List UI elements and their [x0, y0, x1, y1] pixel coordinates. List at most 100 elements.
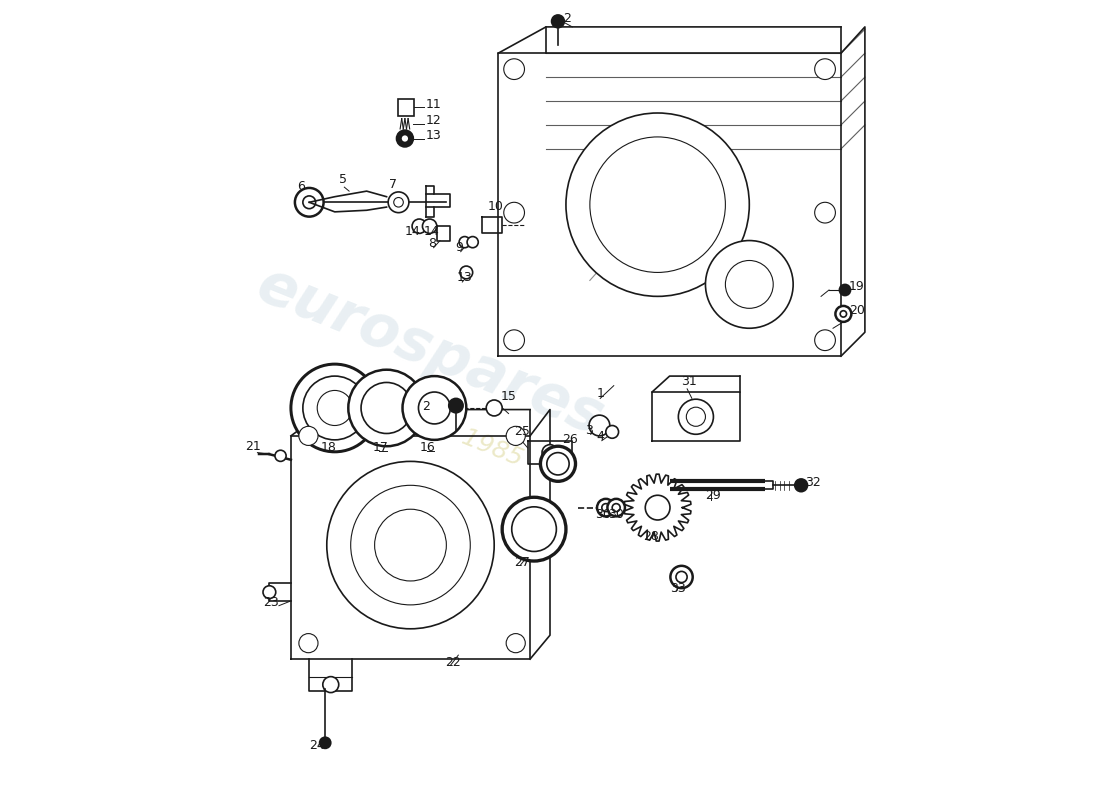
Circle shape	[412, 219, 427, 234]
Circle shape	[295, 188, 323, 217]
Text: 5: 5	[339, 174, 346, 186]
Text: 15: 15	[500, 390, 516, 403]
Circle shape	[725, 261, 773, 308]
Text: 1: 1	[596, 387, 604, 400]
Circle shape	[322, 677, 339, 693]
Text: 31: 31	[682, 375, 697, 388]
Text: 14: 14	[405, 225, 420, 238]
Circle shape	[394, 198, 404, 207]
Circle shape	[646, 495, 670, 520]
Circle shape	[590, 415, 609, 436]
Text: 12: 12	[426, 114, 441, 127]
Circle shape	[459, 237, 471, 248]
Circle shape	[815, 202, 835, 223]
Text: 22: 22	[444, 657, 461, 670]
Text: 17: 17	[372, 442, 388, 454]
Circle shape	[547, 453, 569, 475]
Text: 28: 28	[644, 530, 659, 543]
Text: 26: 26	[562, 434, 578, 446]
Circle shape	[512, 507, 557, 551]
Circle shape	[590, 137, 725, 273]
Circle shape	[606, 426, 618, 438]
Circle shape	[388, 192, 409, 213]
Circle shape	[794, 479, 807, 492]
Text: 10: 10	[487, 201, 504, 214]
Circle shape	[418, 392, 450, 424]
Circle shape	[422, 219, 437, 234]
Text: 21: 21	[245, 440, 261, 453]
Text: 33: 33	[670, 582, 685, 594]
Circle shape	[361, 382, 412, 434]
Text: 4: 4	[596, 430, 604, 443]
Circle shape	[815, 330, 835, 350]
Circle shape	[602, 504, 609, 512]
Circle shape	[613, 504, 620, 512]
Circle shape	[349, 370, 425, 446]
Circle shape	[504, 58, 525, 79]
Circle shape	[263, 586, 276, 598]
Circle shape	[839, 285, 850, 295]
Text: 6: 6	[297, 180, 305, 193]
Text: 7: 7	[389, 178, 397, 191]
Circle shape	[506, 634, 526, 653]
Circle shape	[486, 400, 503, 416]
Circle shape	[597, 499, 615, 516]
Circle shape	[375, 510, 447, 581]
Circle shape	[400, 134, 409, 142]
Text: 19: 19	[849, 280, 865, 293]
Text: 9: 9	[455, 241, 463, 254]
Text: 3: 3	[585, 424, 593, 437]
Circle shape	[676, 571, 688, 582]
Text: 11: 11	[426, 98, 441, 110]
Circle shape	[468, 237, 478, 248]
Text: eurospares: eurospares	[249, 257, 613, 448]
Circle shape	[503, 498, 565, 561]
Text: 29: 29	[705, 489, 722, 502]
Circle shape	[705, 241, 793, 328]
Circle shape	[351, 486, 471, 605]
Circle shape	[320, 738, 331, 748]
Circle shape	[302, 376, 366, 440]
Text: 18: 18	[320, 442, 337, 454]
Text: 30: 30	[608, 508, 624, 521]
Circle shape	[542, 445, 558, 461]
Text: 13: 13	[456, 271, 473, 285]
Text: 2: 2	[563, 12, 571, 26]
Circle shape	[840, 310, 847, 317]
Circle shape	[607, 499, 625, 516]
Text: 27: 27	[514, 556, 530, 569]
Text: 14: 14	[424, 225, 440, 238]
Circle shape	[835, 306, 851, 322]
Text: 8: 8	[428, 237, 436, 250]
Circle shape	[460, 266, 473, 279]
Circle shape	[565, 113, 749, 296]
Circle shape	[551, 15, 564, 28]
Circle shape	[504, 330, 525, 350]
Circle shape	[679, 399, 714, 434]
Bar	[398, 98, 414, 116]
Circle shape	[299, 426, 318, 446]
Text: a parts since 1985: a parts since 1985	[302, 362, 527, 470]
Text: 2: 2	[422, 400, 430, 413]
Circle shape	[506, 426, 526, 446]
Circle shape	[317, 390, 352, 426]
Circle shape	[815, 58, 835, 79]
Text: 23: 23	[263, 596, 278, 609]
Text: 24: 24	[309, 739, 324, 752]
Text: 13: 13	[426, 129, 441, 142]
Text: 30: 30	[595, 508, 610, 521]
Text: 16: 16	[420, 442, 436, 454]
Circle shape	[327, 462, 494, 629]
Circle shape	[397, 130, 412, 146]
Circle shape	[302, 196, 316, 209]
Circle shape	[403, 376, 466, 440]
Circle shape	[504, 202, 525, 223]
Circle shape	[686, 407, 705, 426]
Circle shape	[299, 634, 318, 653]
Circle shape	[275, 450, 286, 462]
Circle shape	[670, 566, 693, 588]
Text: 20: 20	[849, 304, 865, 317]
Circle shape	[449, 398, 463, 413]
Text: 32: 32	[805, 476, 821, 490]
Circle shape	[290, 364, 378, 452]
